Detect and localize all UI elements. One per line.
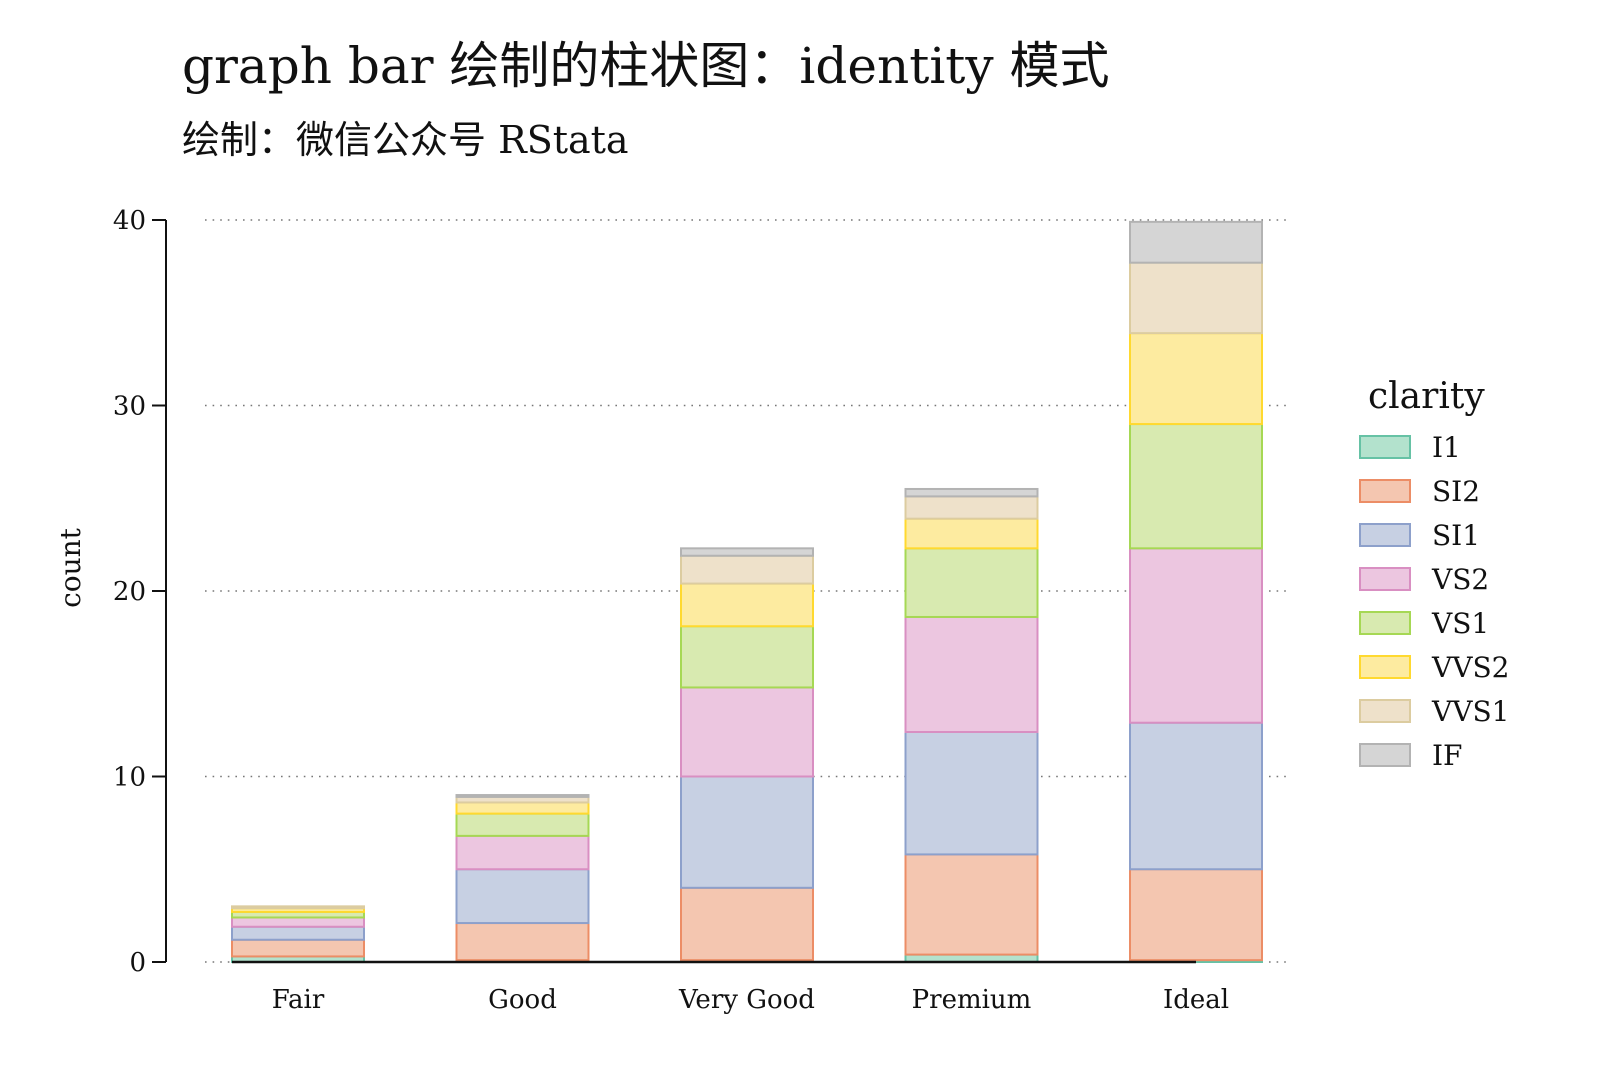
x-tick-label: Premium xyxy=(912,985,1032,1015)
bar-segment-if xyxy=(1129,220,1263,264)
bar-segment-vs1 xyxy=(1129,423,1263,550)
bar-segment-vs2 xyxy=(904,615,1039,733)
legend-swatch-i1 xyxy=(1359,435,1411,459)
bar-segment-vs1 xyxy=(904,547,1039,618)
bar-segment-vvs1 xyxy=(1129,261,1263,335)
bar-segment-if xyxy=(904,487,1039,498)
legend: clarity I1 SI2 SI1 VS2 VS1 VVS2 VVS1 IF xyxy=(1359,376,1509,772)
bars xyxy=(231,220,1263,964)
bar-segment-vs2 xyxy=(231,916,365,928)
legend-swatch-if xyxy=(1359,743,1411,767)
bar-segment-vs2 xyxy=(680,686,814,778)
legend-swatch-vs2 xyxy=(1359,567,1411,591)
bar-segment-vs1 xyxy=(680,625,814,689)
y-tick-label: 20 xyxy=(113,577,146,607)
y-tick-label: 0 xyxy=(129,948,146,978)
bar-segment-si1 xyxy=(904,730,1039,856)
bar-segment-vvs2 xyxy=(1129,332,1263,426)
legend-swatch-si1 xyxy=(1359,523,1411,547)
legend-label: VVS1 xyxy=(1431,695,1509,728)
legend-title: clarity xyxy=(1368,376,1485,417)
legend-swatch-vvs2 xyxy=(1359,655,1411,679)
bar-segment-si2 xyxy=(904,853,1039,956)
bar-segment-si1 xyxy=(680,775,814,889)
bar-segment-si1 xyxy=(1129,721,1263,871)
bar-segment-si2 xyxy=(1129,868,1263,962)
axes: 0 10 20 30 40 Fair Good Very Good Premium Ideal xyxy=(113,206,1229,1015)
y-axis-title: count xyxy=(54,527,87,608)
legend-swatch-si2 xyxy=(1359,479,1411,503)
bar-segment-vvs2 xyxy=(904,517,1039,550)
bar-segment-si1 xyxy=(455,868,590,925)
x-tick-label: Very Good xyxy=(678,985,815,1015)
bar-segment-vvs1 xyxy=(904,495,1039,520)
bar-segment-si2 xyxy=(231,938,365,958)
x-tick-label: Ideal xyxy=(1163,985,1229,1015)
y-tick-label: 10 xyxy=(113,763,146,793)
bar-segment-si1 xyxy=(231,925,365,941)
bar-segment-vs1 xyxy=(455,812,590,837)
bar-segment-vs2 xyxy=(1129,547,1263,724)
legend-label: SI1 xyxy=(1432,519,1480,552)
legend-label: I1 xyxy=(1432,431,1461,464)
y-tick-label: 30 xyxy=(113,392,146,422)
bar-segment-vs2 xyxy=(455,834,590,871)
bar-segment-si2 xyxy=(680,886,814,962)
x-tick-label: Good xyxy=(488,985,557,1015)
bar-segment-if xyxy=(680,547,814,557)
x-tick-label: Fair xyxy=(272,985,325,1015)
legend-swatch-vs1 xyxy=(1359,611,1411,635)
legend-label: VS1 xyxy=(1431,607,1489,640)
chart-subtitle: 绘制：微信公众号 RStata xyxy=(182,118,629,162)
bar-segment-vvs2 xyxy=(680,582,814,628)
bar-segment-vvs2 xyxy=(455,801,590,815)
legend-label: VS2 xyxy=(1431,563,1489,596)
bar-segment-if xyxy=(455,794,590,798)
bar-segment-si2 xyxy=(455,922,590,962)
bar-segment-vvs1 xyxy=(231,905,365,910)
legend-label: IF xyxy=(1432,739,1463,772)
y-tick-label: 40 xyxy=(113,206,146,236)
chart-title: graph bar 绘制的柱状图：identity 模式 xyxy=(182,37,1110,95)
legend-label: SI2 xyxy=(1432,475,1480,508)
bar-segment-vvs1 xyxy=(680,554,814,585)
legend-swatch-vvs1 xyxy=(1359,699,1411,723)
legend-label: VVS2 xyxy=(1431,651,1509,684)
